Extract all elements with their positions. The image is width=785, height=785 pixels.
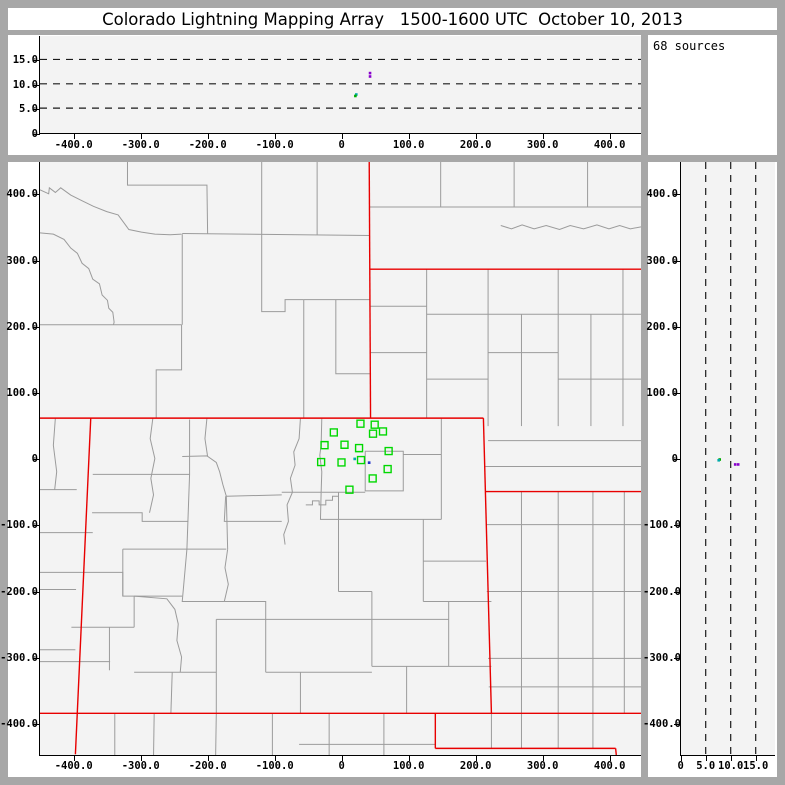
lightning-source-dot <box>717 458 720 462</box>
altitude-ns-plot-area <box>680 162 775 756</box>
lightning-source-dot <box>368 75 372 78</box>
county-border <box>134 596 181 672</box>
county-border <box>40 233 114 325</box>
county-border <box>306 496 339 505</box>
page-title: Colorado Lightning Mapping Array 1500-16… <box>102 10 683 29</box>
county-border <box>182 233 370 235</box>
state-border <box>369 162 370 418</box>
panel-altitude-vs-north-south <box>648 162 777 777</box>
county-border <box>501 225 641 230</box>
county-border <box>521 713 592 748</box>
county-border <box>40 572 123 596</box>
sources-count-box: 68 sources <box>648 35 777 155</box>
county-border <box>154 713 155 755</box>
county-border <box>216 713 217 755</box>
state-border <box>75 418 90 754</box>
lma-station-marker <box>369 475 376 482</box>
county-border <box>187 419 190 549</box>
county-border <box>262 162 304 312</box>
colorado-county-map <box>40 162 641 755</box>
altitude-ns-chart <box>705 162 757 755</box>
panel-altitude-vs-east-west <box>8 35 641 155</box>
lma-station-marker <box>357 420 364 427</box>
county-border <box>320 418 339 519</box>
lma-station-marker <box>385 448 392 455</box>
county-border <box>205 418 208 456</box>
lightning-source-dot <box>354 94 357 98</box>
sources-count-label: 68 sources <box>653 39 726 53</box>
county-border <box>226 495 281 496</box>
county-border <box>224 496 281 521</box>
lightning-source-dot <box>368 71 372 75</box>
plan-view-plot-area <box>39 162 641 756</box>
lma-station-marker <box>338 459 345 466</box>
county-border <box>53 418 56 489</box>
lma-station-marker <box>358 457 365 464</box>
county-border <box>182 549 224 601</box>
county-border <box>171 672 172 713</box>
lightning-source-dot <box>355 93 358 96</box>
county-border <box>224 601 265 672</box>
lma-station-marker <box>356 445 363 452</box>
lma-station-marker <box>318 459 325 466</box>
county-border <box>182 456 226 496</box>
lma-station-marker <box>370 430 377 437</box>
county-border <box>40 188 182 235</box>
altitude-ew-chart <box>40 58 641 109</box>
lma-station-marker <box>321 442 328 449</box>
lma-station-marker <box>330 429 337 436</box>
lightning-source-dot <box>736 463 740 466</box>
lightning-source-dot <box>353 457 357 461</box>
lma-station-marker <box>384 466 391 473</box>
county-border <box>156 325 181 418</box>
title-bar: Colorado Lightning Mapping Array 1500-16… <box>8 8 777 30</box>
lightning-source-dot <box>367 461 371 464</box>
county-border <box>365 451 403 491</box>
state-border <box>483 418 491 713</box>
county-border <box>127 162 207 233</box>
lma-station-marker <box>341 441 348 448</box>
lma-station-marker <box>371 421 378 428</box>
altitude-ew-plot-area <box>39 36 641 134</box>
county-border <box>284 418 301 544</box>
panel-plan-view-map <box>8 162 641 777</box>
county-border <box>150 418 155 513</box>
county-border <box>123 549 182 596</box>
lma-station-marker <box>379 428 386 435</box>
lma-station-marker <box>346 486 353 493</box>
county-border <box>226 496 227 549</box>
county-border <box>336 300 370 374</box>
state-border <box>616 748 617 755</box>
lightning-source-dot <box>733 463 737 466</box>
county-border <box>92 513 188 522</box>
county-border <box>224 549 228 601</box>
